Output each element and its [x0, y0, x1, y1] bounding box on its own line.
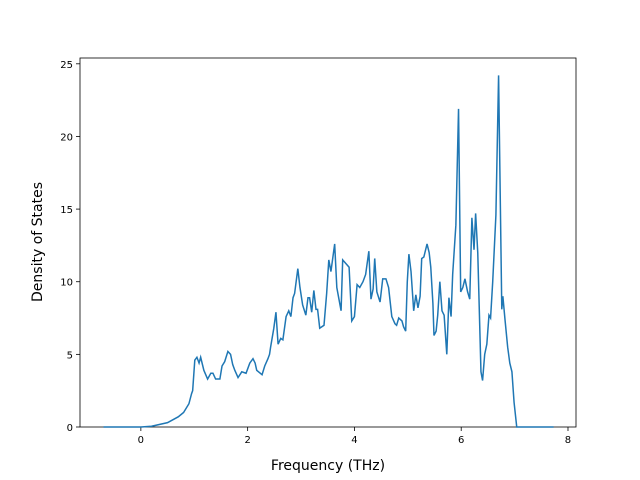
- x-tick-label: 4: [351, 435, 357, 446]
- x-tick-label: 6: [458, 435, 464, 446]
- x-axis-label: Frequency (THz): [271, 458, 385, 474]
- y-axis-label: Density of States: [30, 182, 46, 302]
- plot-frame: [79, 57, 577, 428]
- x-tick-label: 2: [244, 435, 250, 446]
- y-tick-label: 0: [67, 423, 73, 434]
- y-tick-label: 25: [60, 60, 73, 71]
- x-tick-label: 0: [138, 435, 144, 446]
- y-tick-label: 5: [67, 350, 73, 361]
- y-tick-label: 15: [60, 205, 73, 216]
- y-tick-label: 20: [60, 132, 73, 143]
- y-tick-label: 10: [60, 278, 73, 289]
- dos-line: [103, 75, 554, 428]
- x-tick-label: 8: [565, 435, 571, 446]
